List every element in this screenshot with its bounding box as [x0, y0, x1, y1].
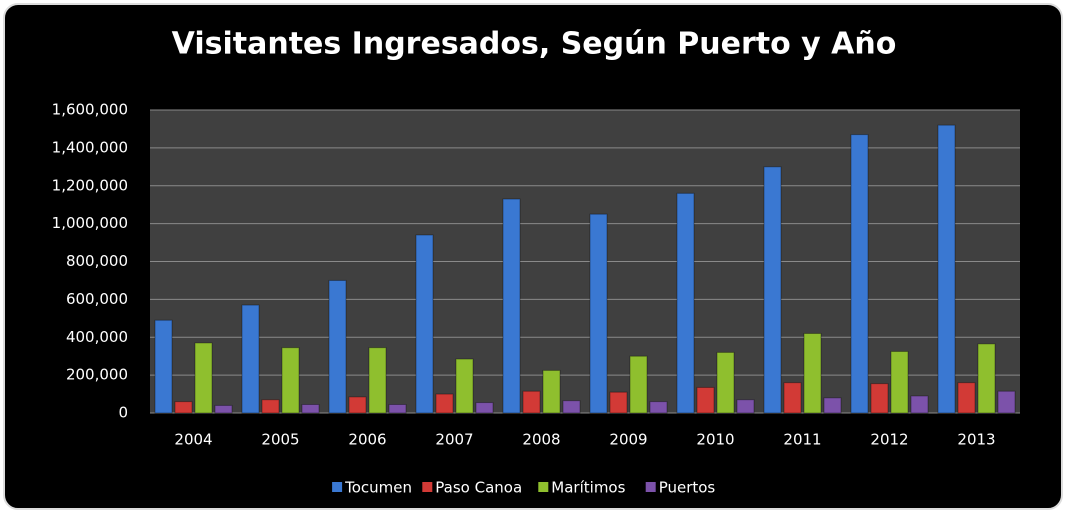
y-tick-label: 1,200,000: [52, 176, 128, 194]
bar: [716, 351, 735, 414]
bar: [977, 343, 996, 414]
x-tick-label: 2007: [435, 431, 473, 449]
x-tick-label: 2009: [609, 431, 647, 449]
legend-label: Tocumen: [344, 479, 412, 497]
bar: [823, 397, 842, 414]
bar: [736, 399, 755, 414]
x-tick-label: 2010: [696, 431, 734, 449]
bar: [803, 332, 822, 414]
bar: [937, 124, 956, 414]
bar: [890, 350, 909, 414]
bar: [629, 355, 648, 414]
legend-label: Puertos: [659, 479, 716, 497]
x-tick-label: 2005: [261, 431, 299, 449]
bar: [368, 347, 387, 414]
legend-swatch: [538, 482, 549, 492]
legend-label: Paso Canoa: [435, 479, 522, 497]
bar: [562, 400, 581, 414]
legend-swatch: [422, 482, 433, 492]
bar: [850, 134, 869, 414]
y-tick-label: 200,000: [66, 366, 128, 384]
bar: [870, 383, 889, 414]
bar: [763, 166, 782, 414]
bar: [609, 391, 628, 414]
y-tick-label: 800,000: [66, 252, 128, 270]
bar: [415, 234, 434, 414]
y-tick-label: 1,400,000: [52, 138, 128, 156]
bar: [783, 382, 802, 414]
bar: [522, 390, 541, 414]
y-tick-label: 600,000: [66, 290, 128, 308]
bar: [241, 304, 260, 414]
x-tick-label: 2012: [870, 431, 908, 449]
bar: [589, 213, 608, 414]
bar: [957, 382, 976, 414]
legend-swatch: [332, 482, 343, 492]
bar: [281, 347, 300, 414]
bar: [649, 401, 668, 414]
bar: [910, 395, 929, 414]
x-tick-label: 2011: [783, 431, 821, 449]
bar: [301, 403, 320, 414]
legend-swatch: [645, 482, 656, 492]
bar: [194, 342, 213, 414]
bar: [696, 386, 715, 414]
bar: [502, 198, 521, 414]
bar: [997, 390, 1016, 414]
y-tick-label: 0: [118, 404, 128, 422]
bar: [388, 403, 407, 414]
bar: [261, 399, 280, 414]
bar: [348, 396, 367, 414]
x-tick-label: 2013: [957, 431, 995, 449]
y-tick-label: 1,000,000: [52, 214, 128, 232]
bar: [435, 393, 454, 414]
x-tick-label: 2006: [348, 431, 386, 449]
chart-title: Visitantes Ingresados, Según Puerto y Añ…: [172, 27, 897, 62]
bar: [154, 319, 173, 414]
bar: [676, 192, 695, 414]
bar: [475, 402, 494, 414]
x-tick-label: 2008: [522, 431, 560, 449]
y-tick-label: 1,600,000: [52, 101, 128, 119]
bar: [328, 279, 347, 414]
bar: [174, 401, 193, 414]
y-tick-label: 400,000: [66, 328, 128, 346]
legend-label: Marítimos: [551, 479, 625, 497]
bar: [455, 358, 474, 414]
bar: [542, 369, 561, 414]
x-tick-label: 2004: [174, 431, 212, 449]
bar: [214, 404, 233, 414]
